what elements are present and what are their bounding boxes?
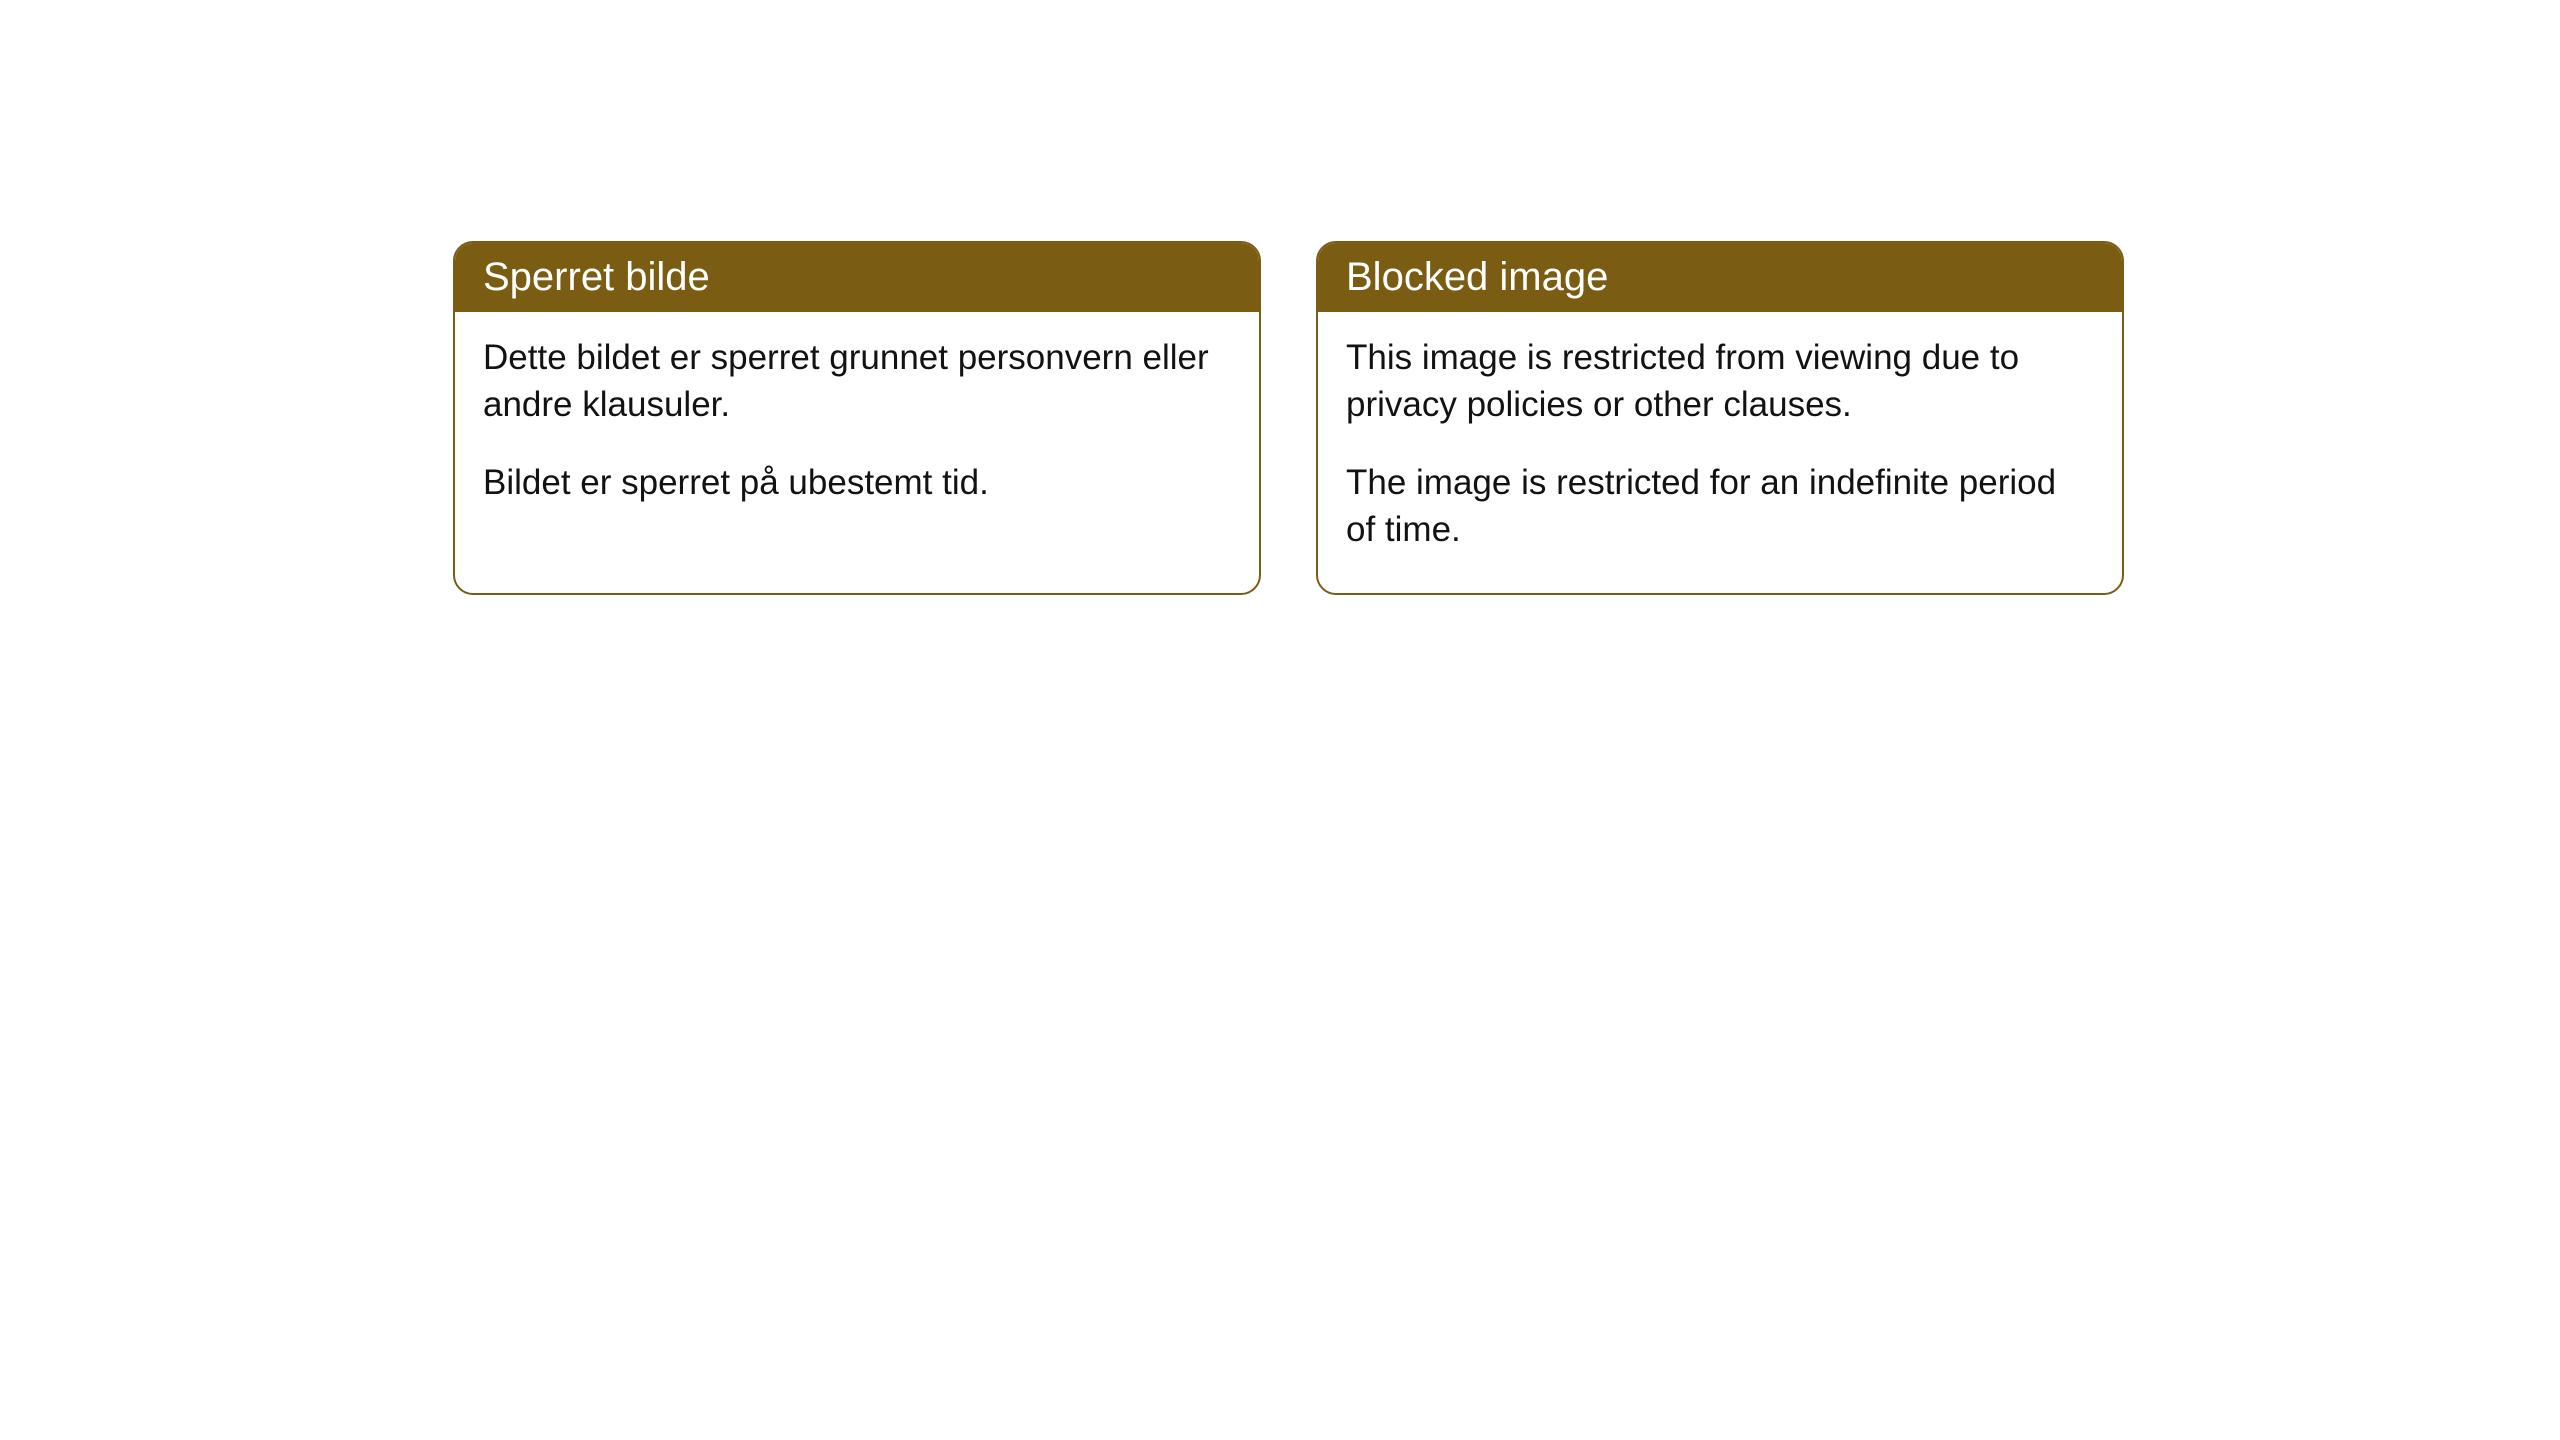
card-title: Sperret bilde: [483, 255, 710, 299]
card-paragraph: This image is restricted from viewing du…: [1346, 334, 2094, 429]
card-body: This image is restricted from viewing du…: [1318, 312, 2122, 593]
card-paragraph: Bildet er sperret på ubestemt tid.: [483, 459, 1231, 506]
card-paragraph: The image is restricted for an indefinit…: [1346, 459, 2094, 554]
card-body: Dette bildet er sperret grunnet personve…: [455, 312, 1259, 546]
card-header: Blocked image: [1318, 243, 2122, 312]
card-header: Sperret bilde: [455, 243, 1259, 312]
card-title: Blocked image: [1346, 255, 1608, 299]
blocked-image-card-english: Blocked image This image is restricted f…: [1316, 241, 2124, 595]
card-paragraph: Dette bildet er sperret grunnet personve…: [483, 334, 1231, 429]
notice-cards-container: Sperret bilde Dette bildet er sperret gr…: [453, 241, 2124, 595]
blocked-image-card-norwegian: Sperret bilde Dette bildet er sperret gr…: [453, 241, 1261, 595]
